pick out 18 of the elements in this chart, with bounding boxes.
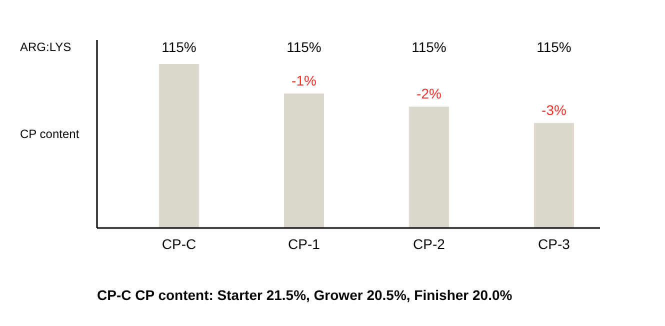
text: 115% [162,39,196,55]
text: 115% [286,39,322,55]
x-tick-label: CP-1 [288,236,320,252]
x-tick-label: CP-C [162,236,196,252]
y-axis-title: CP content [20,127,80,141]
bar [159,64,199,228]
text: ARG:LYS [20,40,72,54]
text: CP-C CP content: Starter 21.5%, Grower 20.5%, Finisher 20.0% [97,287,513,303]
annotation: -1% [292,72,316,89]
bar [534,123,574,228]
bar [409,106,449,228]
text: 115% [412,39,446,55]
bar [284,94,324,228]
text: 115% [536,39,572,55]
x-tick-label: CP-3 [538,236,570,252]
x-tick-label: CP-2 [413,236,446,252]
annotation: -3% [542,102,566,118]
annotation: -2% [416,86,442,102]
